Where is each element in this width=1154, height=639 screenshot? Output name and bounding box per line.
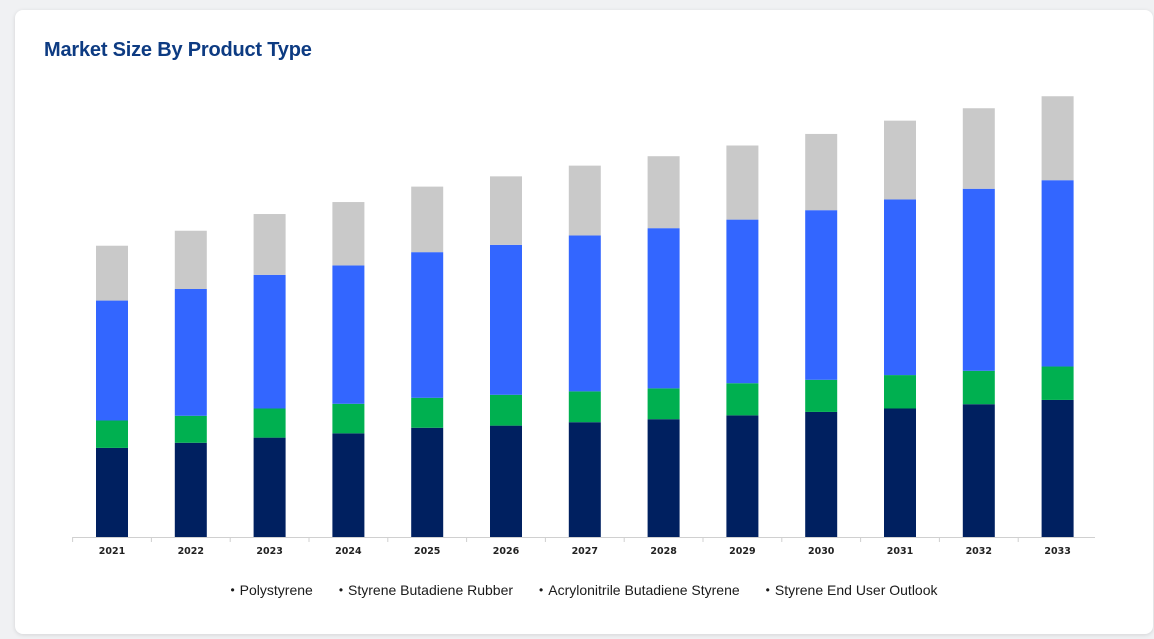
x-tick-label-2025: 2025 [414,546,440,557]
bar-segment-2021-series-0 [96,447,128,537]
bar-segment-2024-series-1 [332,403,365,434]
bar-segment-2030-series-0 [805,411,838,537]
bar-segment-2028-series-0 [647,419,680,537]
bar-segment-2028-series-3 [647,156,680,229]
legend-item-1: • Styrene Butadiene Rubber [339,582,513,598]
bar-segment-2025-series-0 [411,427,444,537]
stacked-bar-chart: 2021 2022 2023 2024 2025 2026 2027 2028 2029 2030… [72,96,1095,557]
bar-segment-2029-series-2 [726,219,759,384]
bar-segment-2029-series-1 [726,383,759,416]
bar-segment-2026-series-1 [490,394,522,426]
legend-bullet-icon: • [765,583,770,597]
bar-segment-2022-series-0 [174,442,207,537]
bar-segment-2021-series-3 [96,245,128,301]
bar-segment-2023-series-1 [253,408,286,438]
chart-title: Market Size By Product Type [44,39,312,61]
bar-segment-2027-series-3 [568,165,601,236]
bar-segment-2028-series-2 [647,228,680,389]
bar-segment-2030-series-2 [805,210,838,380]
bar-segment-2033-series-2 [1041,180,1074,367]
bar-segment-2021-series-2 [96,300,128,421]
bar-segment-2028-series-1 [647,388,680,420]
bar-segment-2030-series-3 [805,133,838,211]
bar-segment-2029-series-3 [726,145,759,220]
x-tick-label-2029: 2029 [729,546,755,557]
bar-segment-2022-series-2 [174,288,207,416]
bar-segment-2032-series-2 [962,188,995,371]
bar-segment-2031-series-2 [884,199,916,376]
bar-segment-2031-series-0 [884,408,916,537]
bar-segment-2023-series-0 [253,437,286,537]
bar-segment-2030-series-1 [805,379,838,412]
bar-segment-2033-series-3 [1041,96,1074,181]
legend-label: Acrylonitrile Butadiene Styrene [548,582,740,598]
legend-bullet-icon: • [230,583,235,597]
bar-segment-2025-series-1 [411,397,444,428]
legend-item-0: • Polystyrene [230,582,312,598]
bar-segment-2027-series-0 [568,422,601,537]
bar-segment-2026-series-0 [490,425,522,537]
x-tick-label-2028: 2028 [650,546,677,557]
legend-label: Styrene End User Outlook [774,582,938,598]
legend-bullet-icon: • [338,583,344,597]
x-tick-label-2026: 2026 [493,546,520,557]
legend-bullet-icon: • [539,583,544,597]
bar-segment-2026-series-2 [490,244,522,395]
bar-segment-2032-series-3 [962,108,995,189]
bar-segment-2023-series-2 [253,274,286,409]
bar-segment-2023-series-3 [253,214,286,275]
legend-item-3: • Styrene End User Outlook [766,582,938,598]
chart-card: Market Size By Product Type 2021 2022 2023… [15,10,1153,634]
bar-segment-2027-series-2 [568,235,601,392]
x-tick-label-2031: 2031 [887,546,913,557]
bar-segment-2033-series-1 [1041,366,1074,400]
bar-segment-2024-series-3 [332,202,365,266]
x-tick-label-2027: 2027 [572,546,598,557]
x-tick-label-2033: 2033 [1044,546,1070,557]
legend-item-2: • Acrylonitrile Butadiene Styrene [539,582,740,598]
x-tick-label-2030: 2030 [808,546,835,557]
bar-segment-2024-series-2 [332,265,365,404]
bar-segment-2031-series-1 [884,375,916,409]
chart-legend: • Polystyrene • Styrene Butadiene Rubber • Ac… [15,582,1153,598]
x-tick-label-2022: 2022 [178,546,204,557]
bar-segment-2022-series-1 [174,415,207,443]
bar-segment-2026-series-3 [490,176,522,245]
legend-label: Styrene Butadiene Rubber [348,582,514,598]
bar-segment-2025-series-3 [411,186,444,253]
bar-segment-2021-series-1 [96,420,128,448]
bar-segment-2024-series-0 [332,433,365,537]
bar-segment-2031-series-3 [884,120,916,200]
bar-segment-2032-series-0 [962,404,995,537]
legend-label: Polystyrene [239,582,313,598]
x-tick-label-2021: 2021 [99,546,125,557]
bar-segment-2033-series-0 [1041,399,1074,537]
bar-segment-2022-series-3 [174,230,207,289]
bar-segment-2029-series-0 [726,415,759,537]
x-tick-label-2024: 2024 [335,546,362,557]
x-tick-label-2032: 2032 [966,546,992,557]
bar-segment-2027-series-1 [568,391,601,423]
x-tick-label-2023: 2023 [256,546,282,557]
bar-segment-2025-series-2 [411,252,444,398]
bar-segment-2032-series-1 [962,370,995,405]
